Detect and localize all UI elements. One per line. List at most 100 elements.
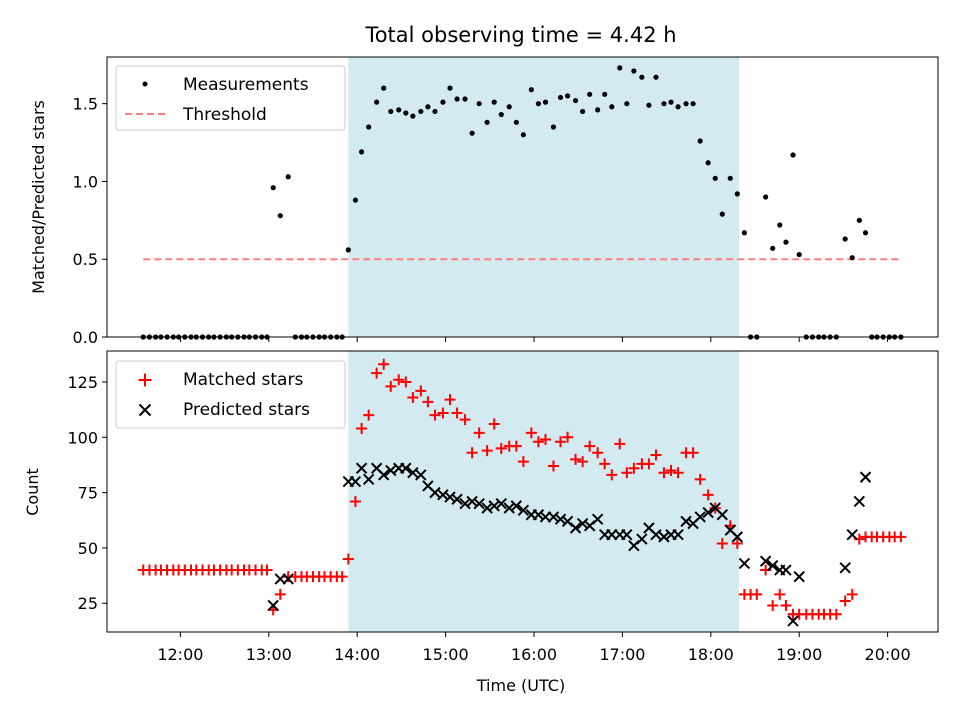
x-tick-label: 20:00 [865, 645, 911, 664]
top-axes-frame [106, 56, 939, 338]
matched-star-point [621, 467, 633, 479]
measurement-point [719, 211, 725, 217]
matched-star-point [628, 462, 640, 474]
matched-star-point [665, 464, 677, 476]
matched-star-point [400, 376, 412, 388]
x-axis-label: Time (UTC) [476, 676, 565, 695]
matched-star-point [349, 495, 361, 507]
matched-star-point [473, 427, 485, 439]
measurement-point [535, 101, 542, 107]
matched-star-point [466, 447, 478, 459]
predicted-star-point [267, 599, 279, 612]
legend-measurements-marker [142, 81, 148, 87]
bottom-panel: 25 50 75 100 125 12:00 13:00 14:00 15:00 16:00 17… [23, 350, 939, 695]
top-panel: 0.0 0.5 1.0 1.5 Total observing time = 4.42… [29, 23, 939, 347]
measurement-point [498, 111, 504, 118]
measurement-point [506, 104, 512, 110]
predicted-star-point [554, 513, 567, 525]
predicted-star-point [488, 500, 500, 512]
bottom-legend-box [115, 360, 346, 429]
matched-star-point [731, 537, 743, 549]
matched-star-point [606, 469, 618, 481]
measurement-point [572, 97, 579, 104]
predicted-star-point [481, 502, 493, 514]
measurement-point [425, 104, 431, 110]
matched-star-point [672, 467, 684, 479]
predicted-star-point [362, 473, 375, 486]
predicted-star-point [569, 522, 582, 534]
predicted-star-point [766, 559, 779, 572]
predicted-star-point [636, 533, 648, 545]
x-tick-label: 15:00 [423, 645, 469, 664]
predicted-star-point [532, 509, 545, 521]
predicted-star-point [517, 504, 530, 517]
matched-star-point [539, 434, 551, 446]
predicted-star-point [503, 502, 515, 514]
measurement-point [462, 96, 468, 102]
predicted-star-point [349, 475, 362, 488]
top-y-ticks: 0.0 0.5 1.0 1.5 [73, 95, 107, 347]
matched-star-point [451, 407, 463, 419]
bottom-y-ticks: 25 50 75 100 125 [67, 373, 107, 613]
predicted-star-point [444, 491, 456, 503]
predicted-star-point [780, 564, 792, 576]
measurement-point [683, 101, 689, 107]
legend-predicted-marker [138, 403, 152, 417]
measurement-point [690, 101, 696, 107]
x-tick-label: 12:00 [157, 645, 203, 664]
chart-title: Total observing time = 4.42 h [364, 23, 676, 47]
matched-star-point [592, 447, 604, 459]
matched-star-point [774, 588, 786, 600]
matched-star-point [459, 414, 471, 426]
matched-star-point [407, 391, 419, 403]
predicted-star-point [385, 464, 397, 477]
top-legend-box [115, 65, 346, 131]
predicted-star-point [846, 528, 858, 541]
measurement-point [410, 113, 416, 119]
measurement-point [277, 213, 283, 219]
measurement-point [770, 245, 776, 251]
matched-star-point [547, 460, 559, 472]
bottom-axes-frame [106, 350, 939, 633]
matched-star-point [261, 564, 273, 576]
measurement-point [842, 236, 848, 242]
legend-matched-marker [138, 373, 152, 387]
measurement-point [705, 160, 711, 166]
predicted-star-point [672, 528, 684, 541]
measurement-point [520, 132, 526, 138]
measurement-point [418, 108, 424, 115]
predicted-star-point [451, 493, 463, 505]
matched-star-point [385, 380, 397, 392]
x-tick-label: 18:00 [688, 645, 734, 664]
predicted-star-point [702, 506, 714, 519]
predicted-star-point [437, 489, 449, 501]
predicted-star-point [859, 471, 872, 483]
measurement-point [661, 101, 667, 107]
matched-star-point [650, 449, 662, 461]
top-y-tick-label: 1.5 [73, 95, 98, 114]
predicted-star-point [355, 462, 368, 474]
x-tick-label: 14:00 [334, 645, 380, 664]
measurement-point [513, 119, 519, 125]
predicted-star-point [853, 495, 866, 508]
bottom-marks [137, 358, 907, 627]
measurement-point [609, 104, 615, 110]
measurement-point [856, 217, 862, 223]
predicted-star-point [621, 528, 633, 541]
matched-star-point [614, 438, 626, 450]
predicted-star-point [282, 573, 294, 585]
bottom-y-tick-label: 100 [67, 428, 98, 447]
measurement-point [542, 99, 549, 105]
predicted-star-point [793, 570, 805, 583]
measurement-point [712, 175, 718, 181]
matched-star-point [767, 599, 779, 611]
matched-star-point [444, 394, 456, 406]
measurement-point [352, 197, 359, 203]
measurement-point [454, 96, 460, 102]
matched-star-point [780, 599, 792, 611]
legend-predicted-label: Predicted stars [183, 400, 310, 420]
matched-star-point [577, 456, 589, 468]
matched-star-point [599, 458, 611, 470]
matched-star-point [274, 588, 286, 600]
